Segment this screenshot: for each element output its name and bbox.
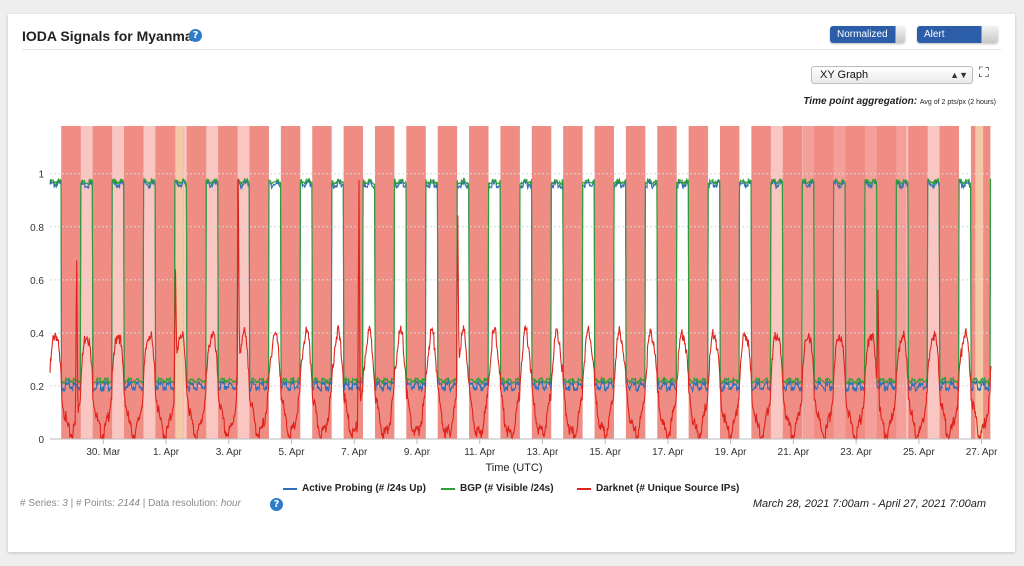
alert-band	[751, 126, 771, 439]
x-tick-label: 3. Apr	[216, 447, 243, 458]
toggle-knob	[981, 26, 998, 43]
x-tick-label: 1. Apr	[153, 447, 180, 458]
x-tick-label: 7. Apr	[341, 447, 368, 458]
x-tick-label: 30. Mar	[86, 447, 121, 458]
x-axis-label: Time (UTC)	[485, 462, 542, 474]
alert-band	[802, 126, 907, 439]
alert-band	[688, 126, 709, 439]
alert-band	[908, 126, 928, 439]
x-tick-label: 11. Apr	[464, 447, 496, 458]
alert-band	[312, 126, 332, 439]
alert-band	[374, 126, 395, 439]
x-tick-label: 17. Apr	[652, 447, 684, 458]
series-count: 3	[62, 498, 68, 509]
alert-band	[92, 126, 113, 439]
resolution-value: hour	[220, 498, 241, 509]
alert-band	[563, 126, 583, 439]
graph-type-value: XY Graph	[820, 69, 869, 81]
alert-band	[155, 126, 175, 439]
alert-band	[186, 126, 207, 439]
alert-band	[625, 126, 646, 439]
alert-band	[406, 126, 426, 439]
aggregation-value: Avg of 2 pts/px (2 hours)	[919, 99, 996, 106]
points-count: 2144	[117, 498, 140, 509]
alert-band	[531, 126, 552, 439]
x-tick-label: 25. Apr	[903, 447, 935, 458]
legend-swatch	[577, 487, 591, 490]
panel-title: IODA Signals for Myanmar	[22, 28, 199, 44]
alert-band-warning	[175, 126, 183, 439]
aggregation-info: Time point aggregation: Avg of 2 pts/px …	[803, 96, 996, 107]
x-tick-label: 13. Apr	[527, 447, 559, 458]
toggle-knob	[894, 26, 905, 43]
y-tick-label: 0.6	[30, 276, 44, 287]
x-tick-label: 23. Apr	[840, 447, 872, 458]
series-stats: # Series: 3 | # Points: 2144 | Data reso…	[20, 498, 241, 509]
legend-label: Active Probing (# /24s Up)	[302, 483, 426, 494]
points-label: # Points:	[75, 498, 115, 509]
y-tick-label: 0.4	[30, 329, 44, 340]
title-divider	[22, 49, 1001, 50]
legend-swatch	[283, 487, 297, 490]
chart: 30. Mar 1. Apr 3. Apr 5. Apr 7. Apr 9. Apr 11.…	[30, 126, 998, 474]
aggregation-label: Time point aggregation:	[803, 96, 918, 107]
y-tick-label: 0.2	[30, 382, 44, 393]
legend-item-darknet[interactable]: Darknet (# Unique Source IPs)	[577, 483, 739, 494]
alert-band	[719, 126, 740, 439]
y-tick-label: 1	[38, 170, 44, 181]
alert-bands-toggle-label: Alert Bands	[917, 26, 982, 43]
series-label: # Series:	[20, 498, 60, 509]
alert-band	[218, 126, 238, 439]
legend-label: Darknet (# Unique Source IPs)	[596, 483, 740, 494]
x-tick-label: 9. Apr	[404, 447, 431, 458]
x-tick-label: 5. Apr	[278, 447, 305, 458]
help-icon[interactable]: ?	[189, 29, 202, 42]
y-tick-label: 0	[38, 435, 44, 446]
alert-band	[249, 126, 269, 439]
legend-swatch	[441, 487, 455, 490]
alert-band-warning	[975, 126, 984, 439]
legend-item-active-probing[interactable]: Active Probing (# /24s Up)	[283, 483, 426, 494]
x-tick-label: 27. Apr	[966, 447, 998, 458]
resolution-label: Data resolution:	[148, 498, 219, 509]
alert-band	[594, 126, 614, 439]
select-arrows-icon: ▲▼	[950, 70, 968, 80]
x-tick-label: 19. Apr	[715, 447, 747, 458]
alert-band	[469, 126, 489, 439]
help-icon[interactable]: ?	[270, 498, 283, 511]
series-line	[49, 178, 992, 441]
graph-type-select[interactable]: XY Graph ▲▼	[811, 66, 973, 84]
fullscreen-icon[interactable]: ⛶	[979, 64, 989, 80]
alert-band	[657, 126, 677, 439]
series-line	[49, 177, 992, 386]
y-tick-label: 0.8	[30, 223, 44, 234]
x-tick-label: 21. Apr	[778, 447, 810, 458]
normalized-toggle-label: Normalized	[830, 26, 895, 43]
alert-band	[124, 126, 144, 439]
alert-band	[280, 126, 301, 439]
legend-item-bgp[interactable]: BGP (# Visible /24s)	[441, 483, 554, 494]
alert-bands-toggle[interactable]: Alert Bands	[917, 26, 998, 43]
alert-band	[500, 126, 520, 439]
signals-panel: IODA Signals for Myanmar ? Normalized Al…	[8, 14, 1015, 552]
time-range: March 28, 2021 7:00am - April 27, 2021 7…	[752, 498, 986, 510]
alert-band	[437, 126, 458, 439]
legend-label: BGP (# Visible /24s)	[460, 483, 554, 494]
x-tick-label: 15. Apr	[589, 447, 621, 458]
normalized-toggle[interactable]: Normalized	[830, 26, 905, 43]
alert-band	[782, 126, 803, 439]
alert-band	[939, 126, 960, 439]
